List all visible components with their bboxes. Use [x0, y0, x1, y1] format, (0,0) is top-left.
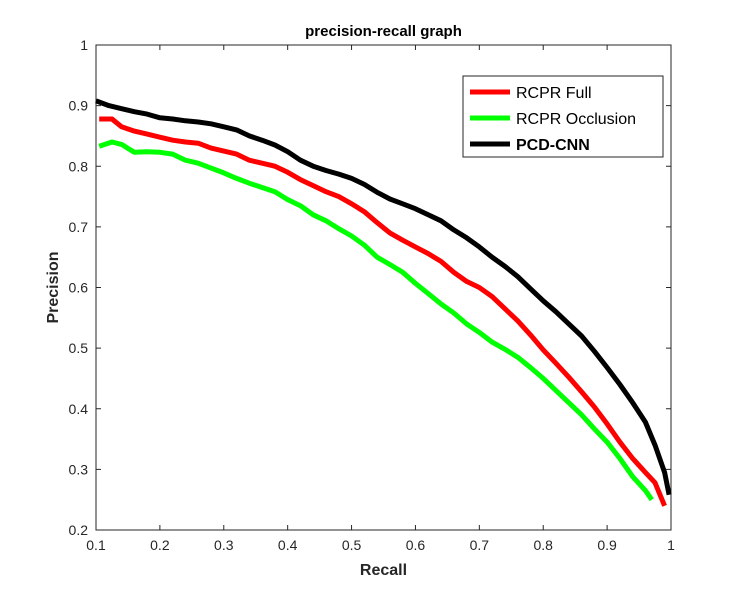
legend-label: RCPR Occlusion — [516, 111, 636, 128]
legend: RCPR Full RCPR Occlusion PCD-CNN — [462, 75, 664, 158]
y-tick-label: 0.7 — [69, 219, 89, 235]
y-tick-label: 0.2 — [69, 522, 89, 538]
axis-ticks: 0.1 0.2 0.3 0.4 0.5 0.6 0.7 0.8 0.9 10.20.30.40.5… — [69, 37, 676, 553]
x-tick-label: 0.6 — [406, 537, 426, 553]
series-line-rcpr-full — [99, 116, 667, 507]
series-line-rcpr-occlusion — [98, 139, 654, 502]
x-axis-label: Recall — [360, 562, 407, 579]
y-axis-label: Precision — [45, 251, 62, 323]
y-tick-label: 0.5 — [69, 340, 89, 356]
x-tick-label: 0.2 — [150, 537, 170, 553]
x-tick-label: 0.9 — [597, 537, 617, 553]
series-lines — [95, 98, 672, 507]
x-tick-label: 0.4 — [278, 537, 298, 553]
legend-label: PCD-CNN — [516, 137, 590, 154]
x-tick-label: 0.7 — [470, 537, 490, 553]
x-tick-label: 0.1 — [86, 537, 106, 553]
y-tick-label: 0.6 — [69, 280, 89, 296]
series-line-pcd-cnn — [95, 98, 672, 496]
x-tick-label: 0.8 — [533, 537, 553, 553]
y-tick-label: 0.9 — [69, 98, 89, 114]
y-tick-label: 0.8 — [69, 158, 89, 174]
legend-label: RCPR Full — [516, 85, 592, 102]
y-tick-label: 0.3 — [69, 461, 89, 477]
x-tick-label: 0.3 — [214, 537, 234, 553]
x-tick-label: 1 — [667, 537, 675, 553]
y-tick-label: 0.4 — [69, 401, 89, 417]
x-tick-label: 0.5 — [342, 537, 362, 553]
y-tick-label: 1 — [80, 37, 88, 53]
chart-title: precision-recall graph — [305, 23, 462, 40]
